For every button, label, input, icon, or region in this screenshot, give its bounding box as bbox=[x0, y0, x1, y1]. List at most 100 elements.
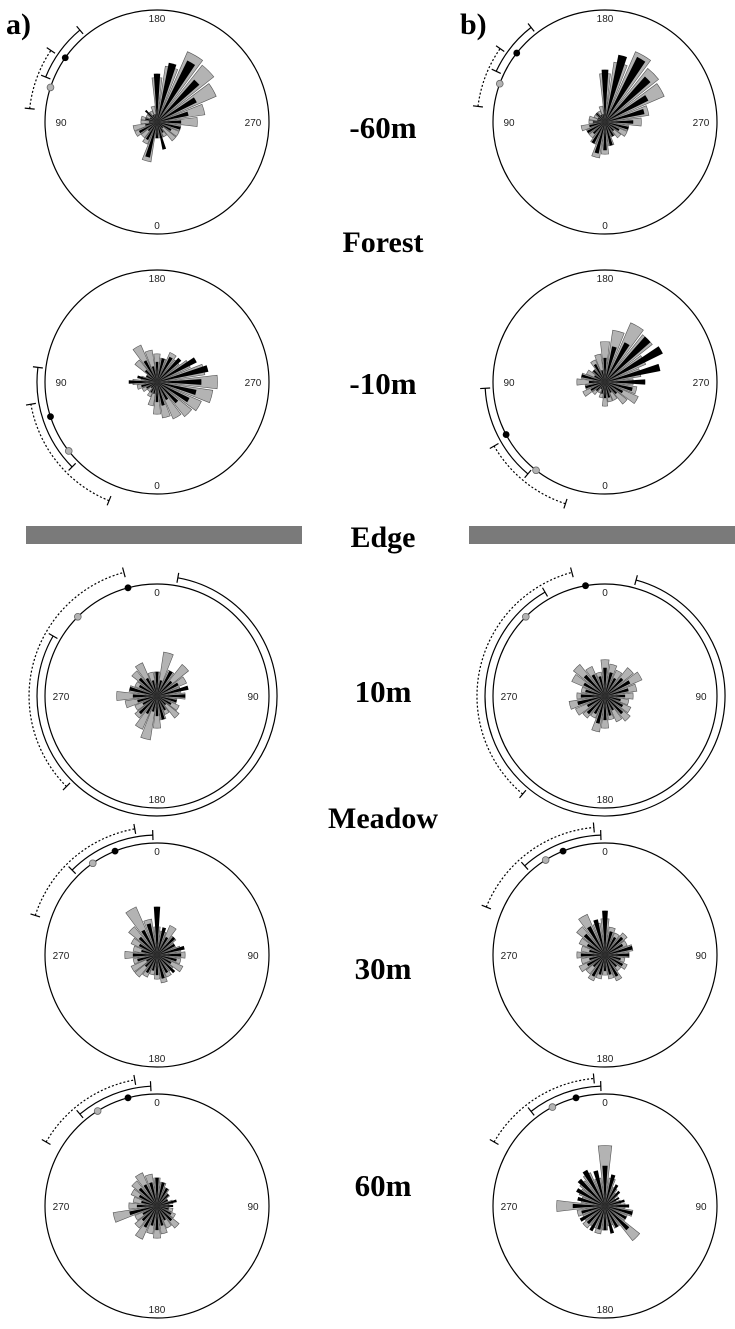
interval-end-tick bbox=[491, 68, 502, 74]
gray-wedge bbox=[156, 1181, 167, 1207]
rose-outer-circle bbox=[492, 583, 718, 809]
black-wedge bbox=[157, 1182, 165, 1206]
black-wedge bbox=[579, 1206, 605, 1222]
rose-outer-circle bbox=[44, 842, 270, 1068]
gray-mean-interval-arc bbox=[477, 48, 501, 107]
black-wedge bbox=[157, 60, 196, 122]
black-wedge bbox=[157, 927, 167, 955]
gray-wedge bbox=[156, 103, 206, 123]
interval-end-tick bbox=[569, 567, 574, 578]
black-wedge bbox=[157, 1204, 174, 1208]
black-wedge bbox=[603, 667, 607, 696]
black-wedge bbox=[143, 1206, 157, 1228]
black-wedge bbox=[141, 1206, 157, 1222]
black-wedge bbox=[605, 1206, 615, 1234]
black-wedge bbox=[605, 122, 614, 137]
black-wedge bbox=[157, 955, 177, 962]
black-wedge bbox=[157, 379, 202, 385]
direction-label-top: 180 bbox=[597, 14, 614, 25]
direction-label-bottom: 0 bbox=[602, 481, 608, 492]
direction-label-right: 90 bbox=[695, 1202, 707, 1213]
rose-outer-circle bbox=[492, 1093, 718, 1319]
direction-label-left: 270 bbox=[53, 1202, 70, 1213]
gray-wedge bbox=[604, 683, 638, 697]
gray-mean-interval-arc bbox=[485, 826, 594, 908]
black-wedge bbox=[589, 949, 605, 955]
black-mean-dot bbox=[502, 431, 510, 438]
black-mean-interval-arc bbox=[530, 1085, 601, 1112]
black-wedge bbox=[594, 122, 605, 154]
interval-end-tick bbox=[76, 25, 84, 35]
black-mean-interval-arc bbox=[484, 579, 726, 817]
black-wedge bbox=[605, 76, 651, 122]
interval-end-tick bbox=[524, 469, 532, 479]
direction-label-right: 90 bbox=[695, 692, 707, 703]
black-wedge bbox=[157, 358, 165, 382]
black-wedge bbox=[157, 682, 179, 696]
gray-mean-interval-arc bbox=[30, 404, 110, 502]
gray-wedge bbox=[132, 954, 158, 965]
gray-wedge bbox=[156, 651, 174, 697]
black-wedge bbox=[138, 677, 157, 696]
black-wedge bbox=[157, 680, 173, 696]
direction-label-bottom: 180 bbox=[149, 1054, 166, 1065]
direction-label-right: 90 bbox=[247, 951, 259, 962]
gray-wedge bbox=[604, 121, 630, 132]
interval-end-tick bbox=[472, 105, 483, 108]
black-wedge bbox=[603, 357, 607, 382]
direction-label-bottom: 180 bbox=[597, 1305, 614, 1316]
gray-wedge bbox=[594, 1205, 606, 1235]
direction-label-left: 270 bbox=[53, 692, 70, 703]
black-wedge bbox=[591, 122, 605, 144]
black-wedge bbox=[157, 953, 182, 957]
black-wedge bbox=[605, 677, 624, 696]
interval-end-tick bbox=[481, 904, 492, 910]
rose-chart-b-10m: 0 90 180 270 bbox=[476, 567, 726, 817]
gray-mean-interval-arc bbox=[493, 1077, 594, 1143]
black-mean-dot bbox=[124, 1094, 132, 1102]
gray-mean-dot bbox=[541, 856, 550, 864]
black-wedge bbox=[157, 356, 173, 382]
black-wedge bbox=[153, 906, 161, 955]
black-wedge bbox=[157, 696, 166, 711]
black-wedge bbox=[605, 955, 612, 975]
black-wedge bbox=[157, 670, 173, 696]
interval-end-tick bbox=[489, 1138, 499, 1146]
black-wedge bbox=[605, 382, 612, 393]
black-wedge bbox=[142, 1206, 157, 1215]
rose-outer-circle bbox=[492, 9, 718, 235]
panel-label-b: b) bbox=[460, 8, 487, 41]
direction-label-bottom: 180 bbox=[149, 1305, 166, 1316]
black-wedge bbox=[157, 120, 182, 124]
black-wedge bbox=[157, 955, 169, 974]
black-wedge bbox=[595, 382, 605, 392]
gray-wedge bbox=[595, 954, 606, 980]
black-wedge bbox=[603, 1206, 607, 1231]
black-wedge bbox=[151, 955, 157, 971]
gray-wedge bbox=[604, 954, 615, 980]
black-wedge bbox=[588, 380, 605, 384]
gray-mean-dot bbox=[93, 1107, 102, 1115]
gray-wedge bbox=[604, 381, 613, 403]
gray-wedge bbox=[132, 945, 158, 956]
black-wedge bbox=[605, 696, 614, 711]
distance-label-10: 10m bbox=[355, 674, 412, 709]
black-wedge bbox=[157, 955, 165, 979]
black-wedge bbox=[157, 943, 176, 955]
black-wedge bbox=[145, 122, 157, 141]
black-wedge bbox=[155, 955, 159, 976]
direction-label-top: 180 bbox=[149, 14, 166, 25]
black-wedge bbox=[154, 114, 157, 122]
black-wedge bbox=[602, 1165, 608, 1206]
habitat-label-forest: Forest bbox=[342, 226, 423, 259]
gray-wedge bbox=[156, 954, 182, 965]
black-wedge bbox=[157, 1199, 177, 1206]
gray-wedge bbox=[604, 381, 638, 395]
black-wedge bbox=[605, 943, 624, 955]
black-wedge bbox=[605, 672, 613, 696]
direction-label-top: 180 bbox=[149, 274, 166, 285]
black-wedge bbox=[580, 953, 605, 957]
black-wedge bbox=[605, 1204, 630, 1208]
black-wedge bbox=[138, 696, 157, 715]
black-wedge bbox=[129, 1206, 157, 1216]
